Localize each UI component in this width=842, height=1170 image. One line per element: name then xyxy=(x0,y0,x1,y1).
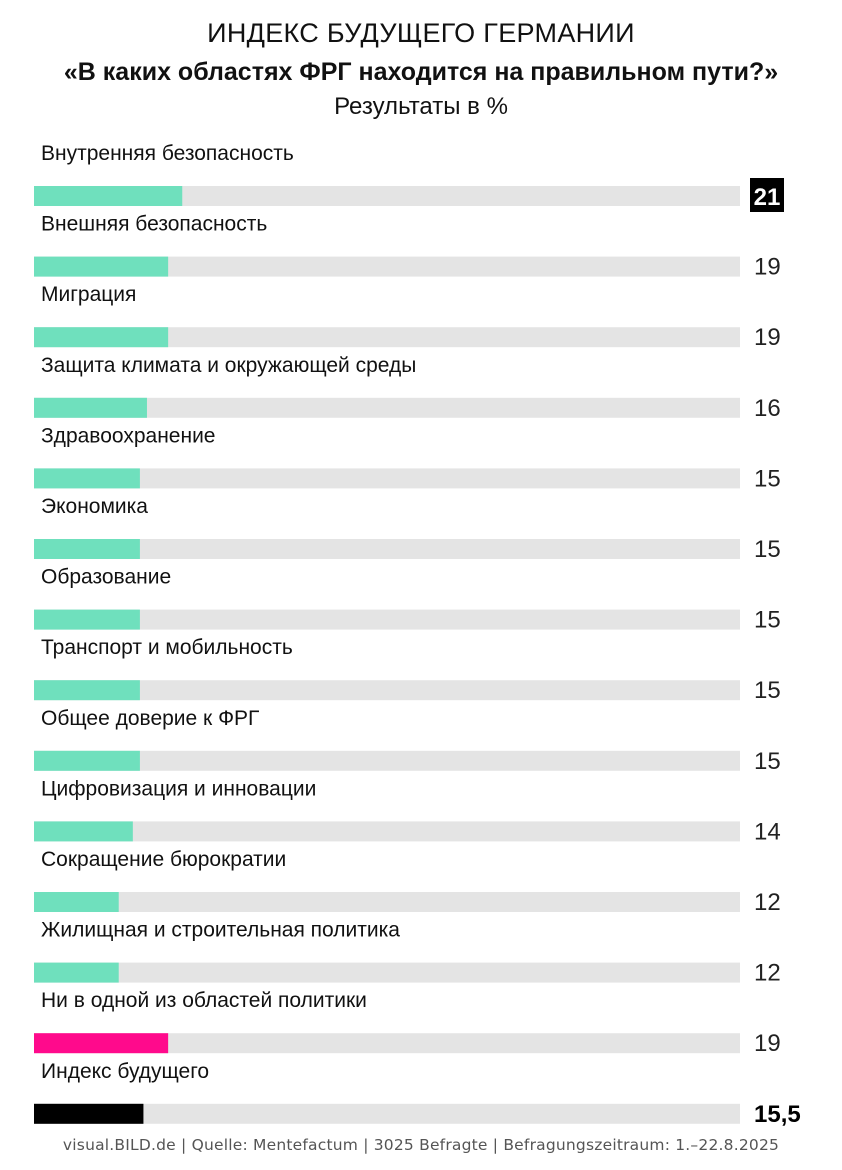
bar-track xyxy=(34,750,740,771)
top-value-badge xyxy=(750,178,784,212)
value-label: 21 xyxy=(754,184,781,211)
bar-track xyxy=(34,186,740,206)
bar xyxy=(34,1103,144,1124)
bar-row: Здравоохранение 15 xyxy=(34,424,781,492)
bar-track xyxy=(34,892,740,912)
bar-row: Защита климата и окружающей среды 16 xyxy=(34,354,781,422)
bar xyxy=(34,962,119,983)
bar xyxy=(34,327,169,348)
bar-row: Жилищная и строительная политика 12 xyxy=(34,919,781,987)
category-label: Индекс будущего xyxy=(41,1060,209,1083)
bar-row: Внешняя безопасность 19 xyxy=(34,213,781,281)
bar xyxy=(34,892,119,912)
category-label: Миграция xyxy=(41,283,136,306)
value-label: 12 xyxy=(754,889,781,916)
bar xyxy=(34,609,140,630)
value-label: 15 xyxy=(754,677,781,704)
bar-row: Образование 15 xyxy=(34,566,781,634)
category-label: Защита климата и окружающей среды xyxy=(41,354,416,377)
bar-track xyxy=(34,468,740,489)
value-label: 15 xyxy=(754,607,781,634)
bar xyxy=(34,186,183,206)
bar xyxy=(34,468,140,489)
value-label: 14 xyxy=(754,818,781,845)
bar xyxy=(34,397,147,418)
chart-question: «В каких областях ФРГ находится на прави… xyxy=(63,58,779,86)
bar-track xyxy=(34,1033,740,1054)
bar-track xyxy=(34,962,740,983)
bar-row: Внутренняя безопасность 21 xyxy=(34,142,784,212)
bar-track xyxy=(34,680,740,701)
bar-track xyxy=(34,397,740,418)
value-label: 12 xyxy=(754,960,781,987)
bar xyxy=(34,821,133,842)
value-label: 19 xyxy=(754,1030,781,1057)
category-label: Цифровизация и инновации xyxy=(41,777,316,800)
chart-title: ИНДЕКС БУДУЩЕГО ГЕРМАНИИ xyxy=(207,18,635,48)
bar xyxy=(34,750,140,771)
bar xyxy=(34,680,140,701)
bar-track xyxy=(34,256,740,277)
bar xyxy=(34,539,140,559)
category-label: Образование xyxy=(41,566,171,589)
bar-row: Экономика 15 xyxy=(34,495,781,563)
value-label: 15 xyxy=(754,465,781,492)
bar-row: Цифровизация и инновации 14 xyxy=(34,777,781,845)
bar-row: Индекс будущего 15,5 xyxy=(34,1060,801,1128)
bar-row: Общее доверие к ФРГ 15 xyxy=(34,707,781,775)
value-label: 19 xyxy=(754,254,781,281)
bar-track xyxy=(34,609,740,630)
value-label: 15 xyxy=(754,748,781,775)
bar-row: Миграция 19 xyxy=(34,283,781,351)
bar-row: Сокращение бюрократии 12 xyxy=(34,848,781,916)
bar xyxy=(34,256,169,277)
category-label: Здравоохранение xyxy=(41,424,215,447)
bar-row: Транспорт и мобильность 15 xyxy=(34,636,781,704)
bar-track xyxy=(34,1103,740,1124)
category-label: Внутренняя безопасность xyxy=(41,142,294,165)
value-label: 16 xyxy=(754,395,781,422)
category-label: Экономика xyxy=(41,495,148,518)
category-label: Ни в одной из областей политики xyxy=(41,989,367,1012)
chart-subtitle: Результаты в % xyxy=(334,93,508,120)
source-footer: visual.BILD.de | Quelle: Mentefactum | 3… xyxy=(62,1136,780,1154)
category-label: Жилищная и строительная политика xyxy=(41,919,400,942)
bar xyxy=(34,1033,169,1054)
bar-track xyxy=(34,327,740,348)
bar-row: Ни в одной из областей политики 19 xyxy=(34,989,781,1057)
category-label: Общее доверие к ФРГ xyxy=(41,707,259,730)
bar-track xyxy=(34,821,740,842)
value-label: 19 xyxy=(754,324,781,351)
value-label: 15,5 xyxy=(754,1101,801,1128)
category-label: Внешняя безопасность xyxy=(41,213,267,236)
category-label: Сокращение бюрократии xyxy=(41,848,286,871)
bar-track xyxy=(34,539,740,559)
value-label: 15 xyxy=(754,536,781,563)
category-label: Транспорт и мобильность xyxy=(41,636,293,659)
